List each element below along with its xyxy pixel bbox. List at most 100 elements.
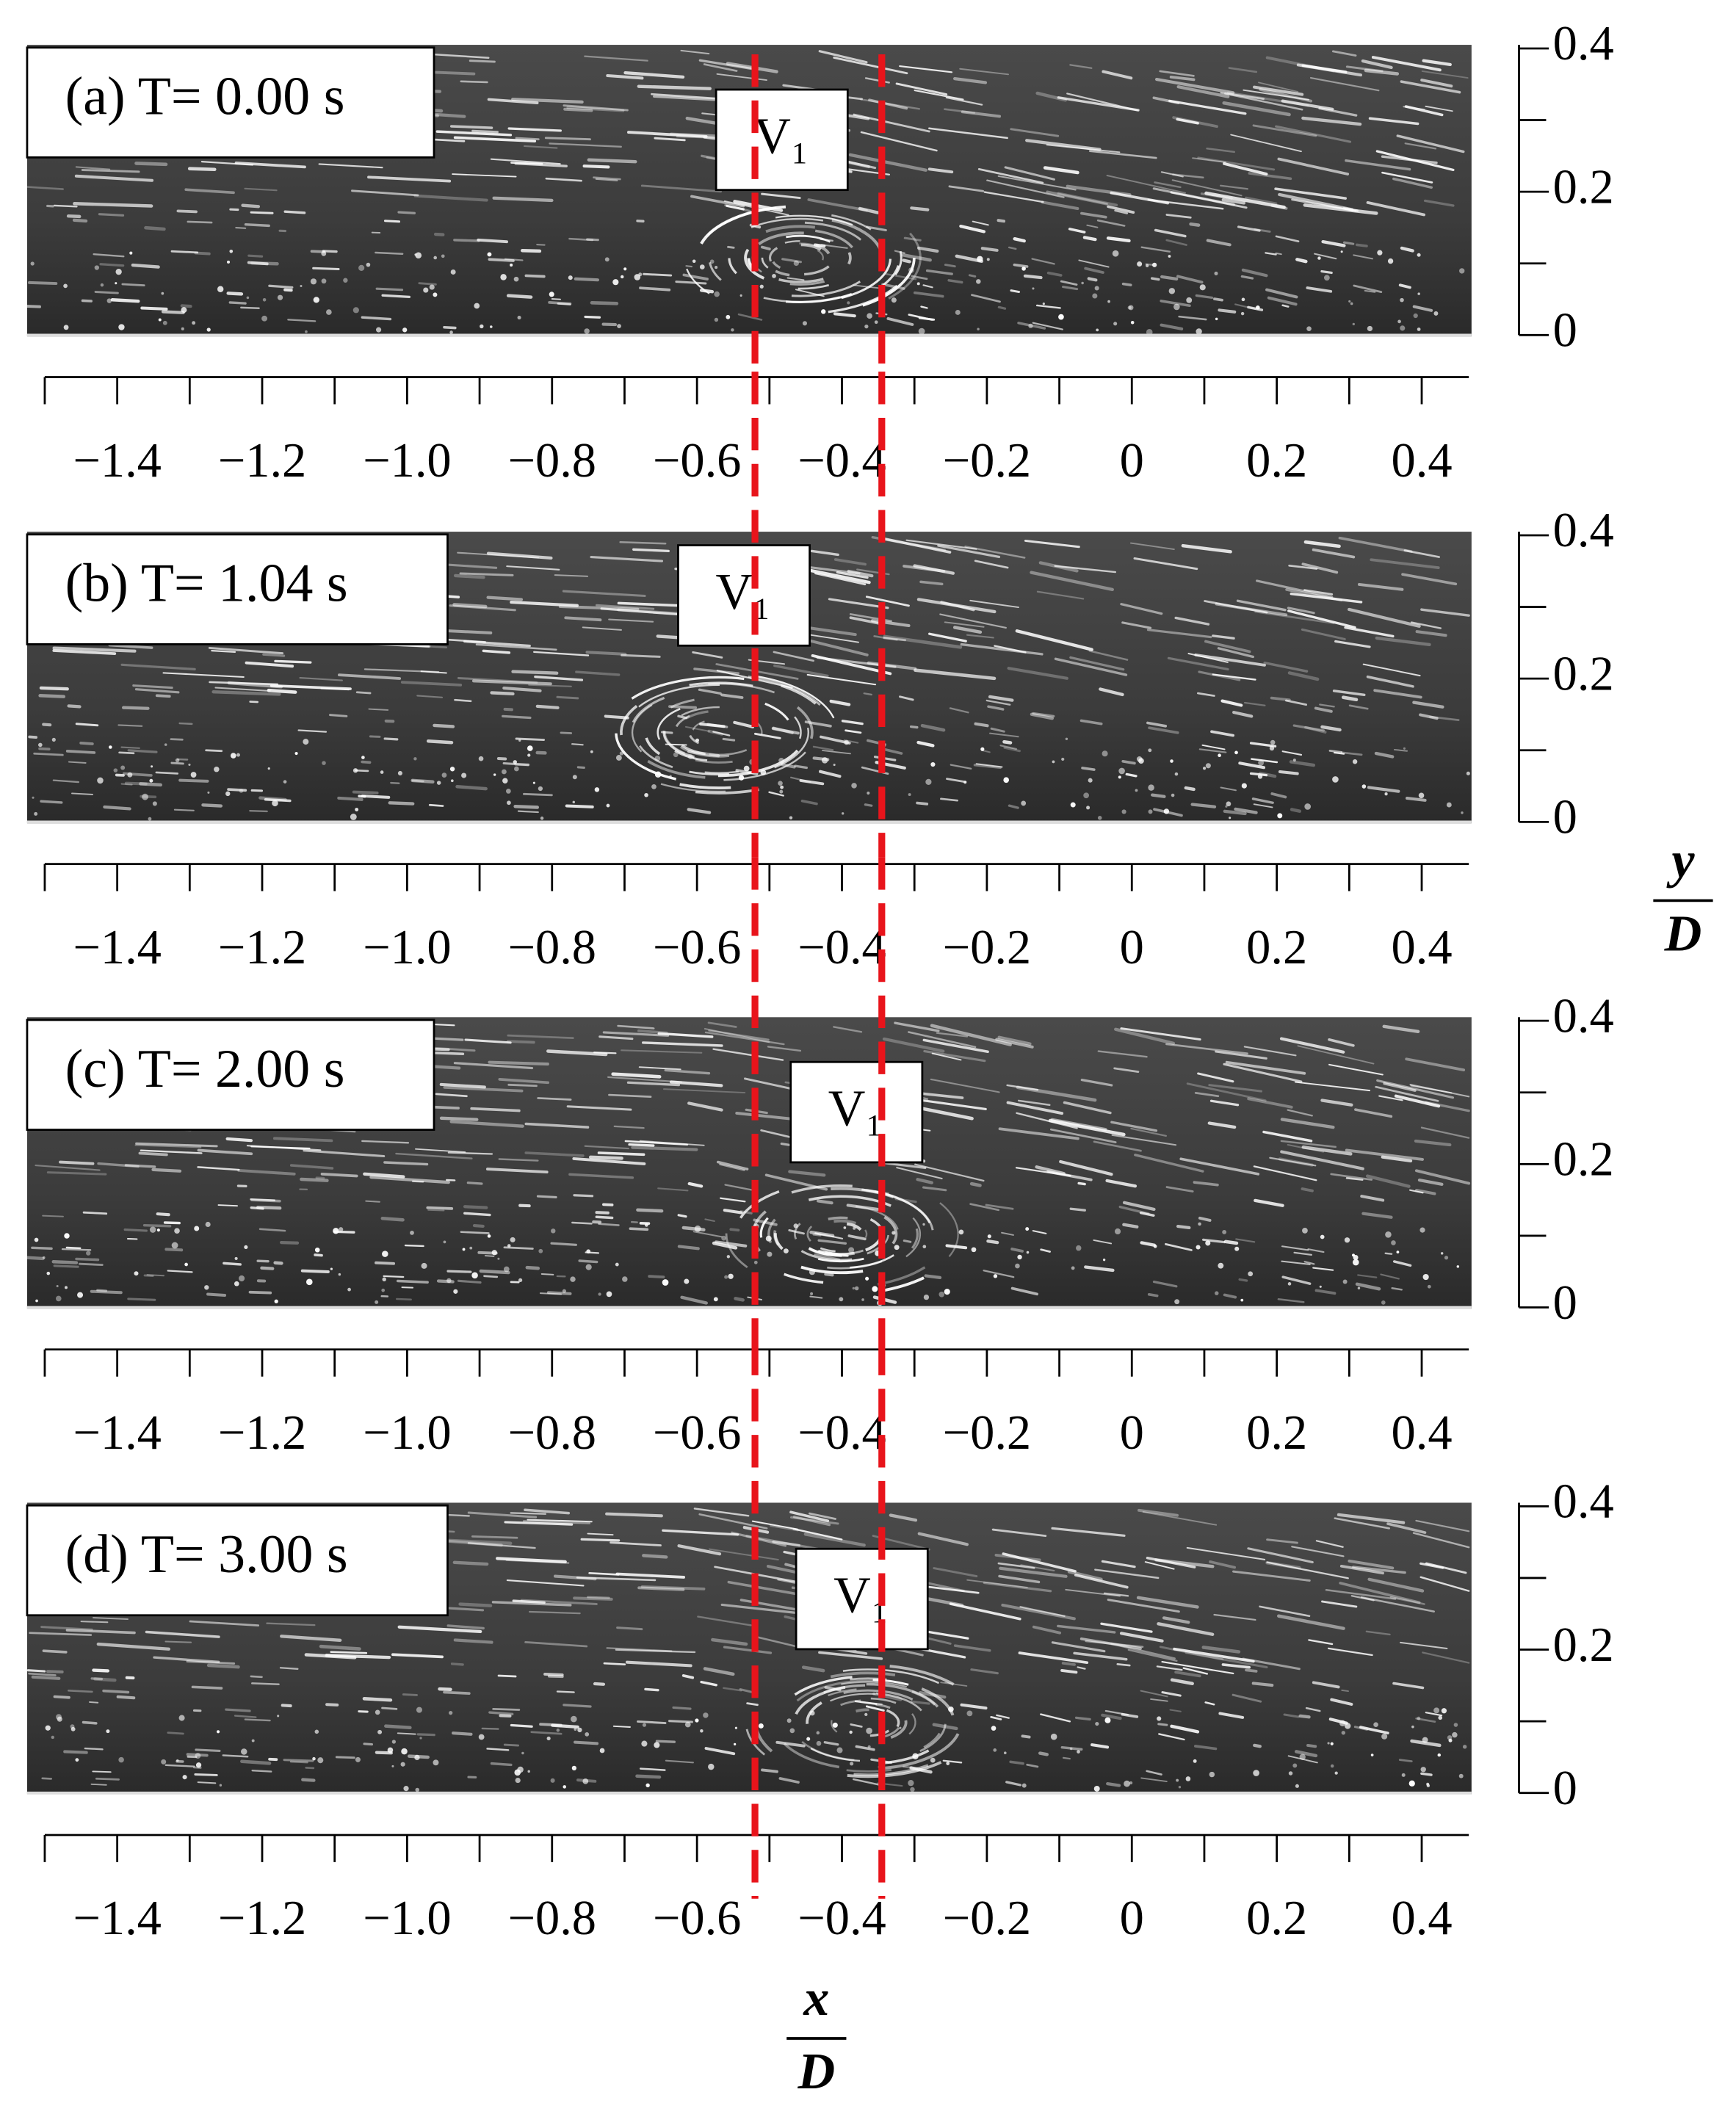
vortex-streak [704, 770, 739, 774]
streak [653, 95, 717, 101]
streak [197, 1166, 240, 1171]
streak [1255, 579, 1334, 598]
streak [1110, 1121, 1158, 1132]
y-tick-label: 0 [1553, 1276, 1577, 1330]
particle [449, 330, 453, 334]
streak [1360, 1195, 1385, 1202]
streak [301, 1778, 316, 1782]
annotation-box [795, 1547, 929, 1651]
streak [1400, 80, 1461, 94]
particle [1130, 320, 1135, 325]
streak [1001, 1231, 1014, 1236]
particle [1113, 322, 1118, 326]
streak [1285, 699, 1308, 706]
streak [823, 1741, 839, 1746]
streak [164, 1640, 192, 1643]
streak [446, 1624, 485, 1630]
streak [960, 1703, 988, 1710]
streak [707, 1021, 737, 1028]
particle [1215, 1291, 1219, 1295]
streak [822, 750, 851, 755]
streak [640, 1585, 706, 1590]
streak [492, 196, 554, 203]
particle [540, 817, 544, 820]
particle [1441, 1708, 1447, 1714]
streak [1041, 200, 1079, 211]
streak [507, 1034, 574, 1039]
streak [631, 1146, 698, 1151]
x-tick-label: −1.2 [218, 434, 307, 488]
streak [1220, 92, 1303, 111]
streak [1393, 748, 1408, 752]
streak [258, 1228, 286, 1232]
streak [1381, 1155, 1413, 1162]
streak [63, 1750, 88, 1754]
streak [704, 1218, 715, 1223]
vortex-streak [870, 1697, 897, 1704]
streak [556, 695, 579, 700]
streak [1312, 1267, 1334, 1271]
y-tick-label: 0.4 [1553, 989, 1614, 1043]
particle [802, 321, 808, 326]
streak [1097, 1050, 1148, 1058]
particle [1323, 275, 1330, 281]
streak [108, 643, 153, 649]
streak [971, 294, 1001, 303]
particle [446, 1278, 452, 1284]
particle [568, 275, 573, 281]
streak [214, 687, 271, 692]
particle [401, 1748, 408, 1755]
streak [858, 206, 880, 214]
streak [723, 1687, 742, 1692]
particle [1205, 763, 1211, 769]
streak [768, 791, 784, 797]
streak [1165, 1242, 1193, 1251]
panel-title: (a) T= 0.00 s [65, 66, 345, 126]
streak [1348, 1559, 1395, 1570]
streak [1251, 1682, 1274, 1687]
streak [486, 1748, 510, 1751]
streak [1151, 793, 1166, 798]
vortex-streak [791, 1184, 853, 1194]
streak [241, 203, 261, 209]
streak [517, 810, 539, 814]
vortex-streak [911, 1228, 919, 1249]
streak [852, 1778, 880, 1786]
particle [908, 793, 911, 797]
streak [453, 573, 485, 579]
particle [366, 262, 371, 267]
x-tick-label: −0.6 [653, 434, 742, 488]
streak [1133, 557, 1198, 571]
particle [1178, 1786, 1182, 1789]
streak [1293, 1251, 1312, 1256]
streak [995, 1038, 1034, 1049]
streak [1275, 235, 1300, 242]
streak [1114, 1027, 1176, 1046]
streak [1155, 78, 1235, 95]
streak [1298, 1714, 1311, 1719]
streak [197, 1148, 253, 1156]
streak [1254, 1198, 1284, 1207]
streak [186, 1753, 209, 1757]
particle [51, 1735, 54, 1740]
streak [1263, 661, 1309, 673]
streak [498, 1078, 550, 1085]
streak [1212, 634, 1235, 640]
streak [72, 218, 88, 223]
particle [728, 1273, 734, 1279]
streak [668, 1720, 693, 1723]
streak [75, 166, 111, 170]
streak [549, 142, 622, 148]
streak [1386, 1522, 1427, 1534]
particle [638, 272, 643, 277]
streak [1104, 1709, 1129, 1716]
streak [1341, 695, 1359, 701]
particle [1447, 1735, 1453, 1740]
streak [1160, 275, 1179, 281]
streak [672, 1706, 692, 1710]
streak [987, 705, 1005, 711]
vortex-streak [794, 716, 802, 739]
streak [362, 1697, 393, 1702]
streak [1221, 1663, 1251, 1669]
streak [945, 1244, 968, 1250]
